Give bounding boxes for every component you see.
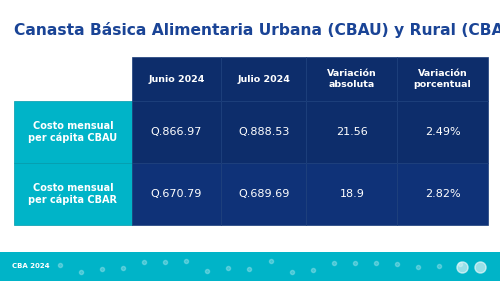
Bar bbox=[306, 101, 397, 163]
Bar bbox=[221, 57, 306, 101]
Text: Junio 2024: Junio 2024 bbox=[148, 74, 204, 83]
Bar bbox=[221, 101, 306, 163]
Bar bbox=[397, 163, 488, 225]
Bar bbox=[397, 57, 488, 101]
Bar bbox=[221, 163, 306, 225]
Text: Canasta Básica Alimentaria Urbana (CBAU) y Rural (CBAR): Canasta Básica Alimentaria Urbana (CBAU)… bbox=[14, 22, 500, 38]
Text: Costo mensual
per cápita CBAR: Costo mensual per cápita CBAR bbox=[28, 183, 118, 205]
Text: Costo mensual
per cápita CBAU: Costo mensual per cápita CBAU bbox=[28, 121, 118, 143]
Text: Q.689.69: Q.689.69 bbox=[238, 189, 290, 199]
Text: Q.888.53: Q.888.53 bbox=[238, 127, 290, 137]
Bar bbox=[306, 57, 397, 101]
Bar bbox=[397, 101, 488, 163]
Bar bbox=[132, 57, 221, 101]
Bar bbox=[132, 163, 221, 225]
Text: Q.866.97: Q.866.97 bbox=[151, 127, 202, 137]
Text: Variación
porcentual: Variación porcentual bbox=[414, 69, 472, 89]
Bar bbox=[0, 252, 500, 281]
Text: 21.56: 21.56 bbox=[336, 127, 368, 137]
Text: Julio 2024: Julio 2024 bbox=[238, 74, 290, 83]
Bar bbox=[306, 163, 397, 225]
Bar bbox=[14, 101, 132, 163]
Text: 2.82%: 2.82% bbox=[425, 189, 460, 199]
Bar bbox=[14, 163, 132, 225]
Text: 2.49%: 2.49% bbox=[425, 127, 460, 137]
Text: Q.670.79: Q.670.79 bbox=[151, 189, 202, 199]
Text: CBA 2024: CBA 2024 bbox=[12, 264, 50, 269]
Text: 18.9: 18.9 bbox=[340, 189, 364, 199]
Bar bbox=[132, 101, 221, 163]
Text: Variación
absoluta: Variación absoluta bbox=[327, 69, 376, 89]
